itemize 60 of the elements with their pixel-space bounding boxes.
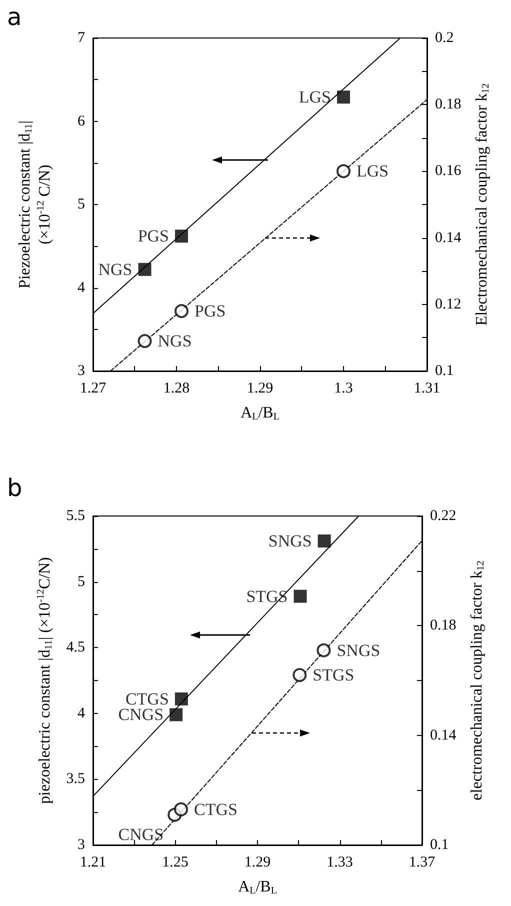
y2-tick-label: 0.14: [430, 727, 457, 744]
y2-tick-label: 0.1: [435, 363, 454, 379]
x-tick-label: 1.3: [334, 380, 353, 396]
data-label: CNGS: [118, 824, 164, 844]
data-label: SNGS: [336, 640, 380, 660]
y2-tick-label: 0.22: [430, 508, 456, 524]
y2-axis-title: Electromechanical coupling factor k12: [474, 83, 492, 326]
point: [294, 590, 307, 603]
data-label: LGS: [298, 88, 331, 107]
data-label: LGS: [356, 162, 389, 181]
point: [174, 304, 189, 318]
data-label: PGS: [194, 302, 226, 321]
point: [318, 534, 331, 548]
x-tick-label: 1.27: [80, 380, 107, 396]
y-tick-label: 7: [78, 30, 86, 46]
y-tick-label: 3: [78, 363, 85, 379]
point: [174, 692, 188, 706]
y-axis-title: piezoelectric constant |d11| (×10-12C/N): [36, 557, 54, 804]
y2-axis-title: electromechanical coupling factor k12: [468, 560, 487, 800]
y2-tick-label: 0.1: [430, 837, 449, 853]
y-tick-label: 5: [78, 574, 85, 590]
point: [336, 164, 350, 178]
point: [175, 230, 188, 243]
point: [337, 90, 350, 104]
x-tick-label: 1.21: [80, 854, 106, 870]
point: [138, 262, 152, 276]
data-label: SNGS: [268, 532, 312, 551]
y-tick-label: 5: [78, 196, 85, 212]
x-tick-label: 1.29: [244, 854, 271, 870]
x-tick-label: 1.29: [246, 380, 274, 396]
y-tick-label: 4.5: [66, 640, 85, 656]
y2-tick-label: 0.18: [435, 96, 462, 113]
x-tick-label: 1.31: [414, 380, 440, 396]
y-tick-label: 6: [78, 113, 86, 130]
y-tick-label: 4: [78, 280, 86, 296]
x-tick-label: 1.33: [326, 854, 353, 870]
point: [174, 802, 188, 816]
data-label: NGS: [158, 332, 192, 351]
y-tick-label: 5.5: [66, 508, 85, 524]
y2-tick-label: 0.16: [435, 163, 462, 180]
point: [138, 334, 152, 348]
y2-tick-label: 0.2: [435, 30, 454, 46]
point: [292, 668, 307, 682]
x-tick-label: 1.37: [408, 854, 436, 870]
y2-tick-label: 0.12: [435, 296, 462, 312]
y-tick-label: 4: [78, 705, 86, 722]
y2-tick-label: 0.18: [430, 618, 456, 634]
y-tick-label: 3: [78, 837, 85, 853]
x-tick-label: 1.28: [163, 380, 190, 396]
point: [316, 643, 331, 658]
y-tick-label: 3.5: [66, 771, 85, 788]
data-label: PGS: [138, 226, 170, 246]
data-label: CTGS: [194, 800, 238, 819]
point: [170, 708, 183, 722]
chart-title: a: [7, 3, 22, 31]
y2-tick-label: 0.14: [435, 230, 462, 246]
data-label: NGS: [98, 260, 132, 279]
x-tick-label: 1.25: [162, 854, 188, 870]
chart-title: b: [7, 474, 22, 502]
data-label: STGS: [312, 666, 354, 685]
